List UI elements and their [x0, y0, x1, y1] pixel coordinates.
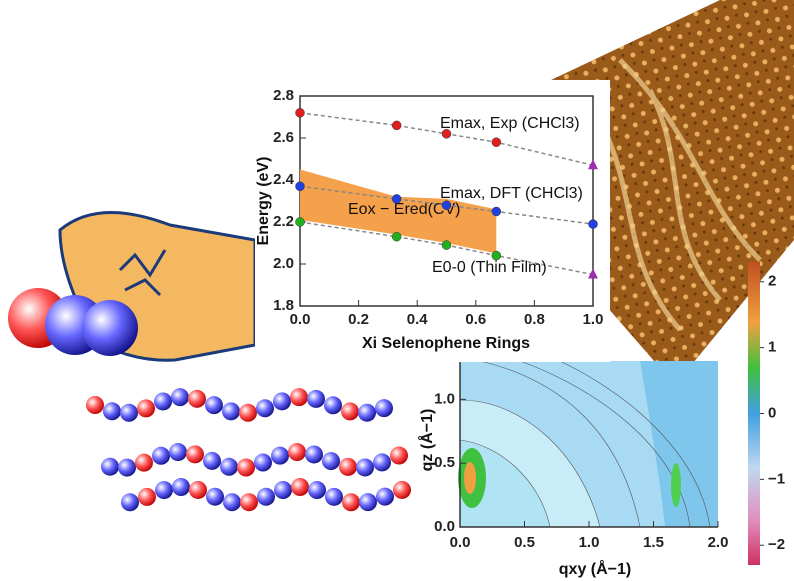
y-axis-label: qz (Å−1) — [417, 409, 436, 472]
colorbar-tick-label: 1 — [768, 339, 776, 356]
y-tick-label: 2.0 — [273, 255, 294, 272]
y-tick-label: 2.2 — [273, 213, 294, 230]
molecule-chains — [86, 388, 411, 512]
energy-chart: 1.8 2.0 2.2 2.4 2.6 2.8 0.0 0.2 0.4 0.6 0.8 1.0 Ener… — [255, 80, 610, 362]
point — [491, 137, 502, 147]
x-tick-label: 0.2 — [348, 311, 369, 328]
point — [588, 268, 598, 279]
point — [588, 159, 598, 170]
colorbar-tick-label: 0 — [768, 404, 776, 421]
x-tick-label: 0.6 — [465, 311, 486, 328]
series-label: Emax, Exp (CHCl3) — [440, 115, 580, 132]
y-tick-label: 2.6 — [273, 129, 294, 146]
point — [588, 219, 598, 229]
hand — [8, 211, 257, 362]
point — [441, 129, 452, 139]
x-tick-label: 1.0 — [579, 534, 600, 551]
cv-band — [300, 169, 497, 254]
series-label: Emax, DFT (CHCl3) — [440, 185, 583, 202]
point — [491, 250, 502, 261]
y-tick-label: 1.0 — [434, 390, 455, 407]
y-tick-label: 0.5 — [434, 454, 455, 471]
x-tick-label: 1.5 — [643, 534, 664, 551]
point — [295, 108, 305, 118]
series-label: E0-0 (Thin Film) — [432, 259, 547, 276]
x-tick-label: 0.8 — [524, 311, 545, 328]
point — [295, 217, 305, 227]
contour-chart: 0.0 0.5 1.0 1.5 2.0 0.0 0.5 1.0 qxy (Å−1) qz (Å−1… — [417, 262, 785, 578]
y-tick-label: 1.8 — [273, 297, 294, 314]
y-tick-label: 0.0 — [434, 518, 455, 535]
x-axis-label: qxy (Å−1) — [559, 559, 631, 578]
colorbar-tick-label: −2 — [768, 536, 785, 553]
point — [441, 200, 452, 210]
x-tick-label: 0.4 — [407, 311, 429, 328]
point — [391, 120, 402, 131]
colorbar-tick-label: 2 — [768, 273, 776, 290]
x-axis-label: Xi Selenophene Rings — [362, 335, 530, 352]
x-tick-label: 0.0 — [290, 311, 311, 328]
y-tick-label: 2.8 — [273, 87, 294, 104]
y-axis-label: Energy (eV) — [255, 157, 272, 246]
x-tick-label: 2.0 — [708, 534, 729, 551]
band-label: Eox − Ered(CV) — [348, 201, 460, 218]
point — [491, 206, 502, 217]
point — [441, 240, 452, 250]
colorbar-tick-label: −1 — [768, 470, 785, 487]
point — [295, 181, 305, 192]
x-tick-label: 1.0 — [583, 311, 604, 328]
point — [391, 231, 402, 242]
point — [391, 194, 402, 204]
x-tick-label: 0.5 — [514, 534, 535, 551]
x-tick-label: 0.0 — [450, 534, 471, 551]
y-tick-label: 2.4 — [273, 171, 295, 188]
